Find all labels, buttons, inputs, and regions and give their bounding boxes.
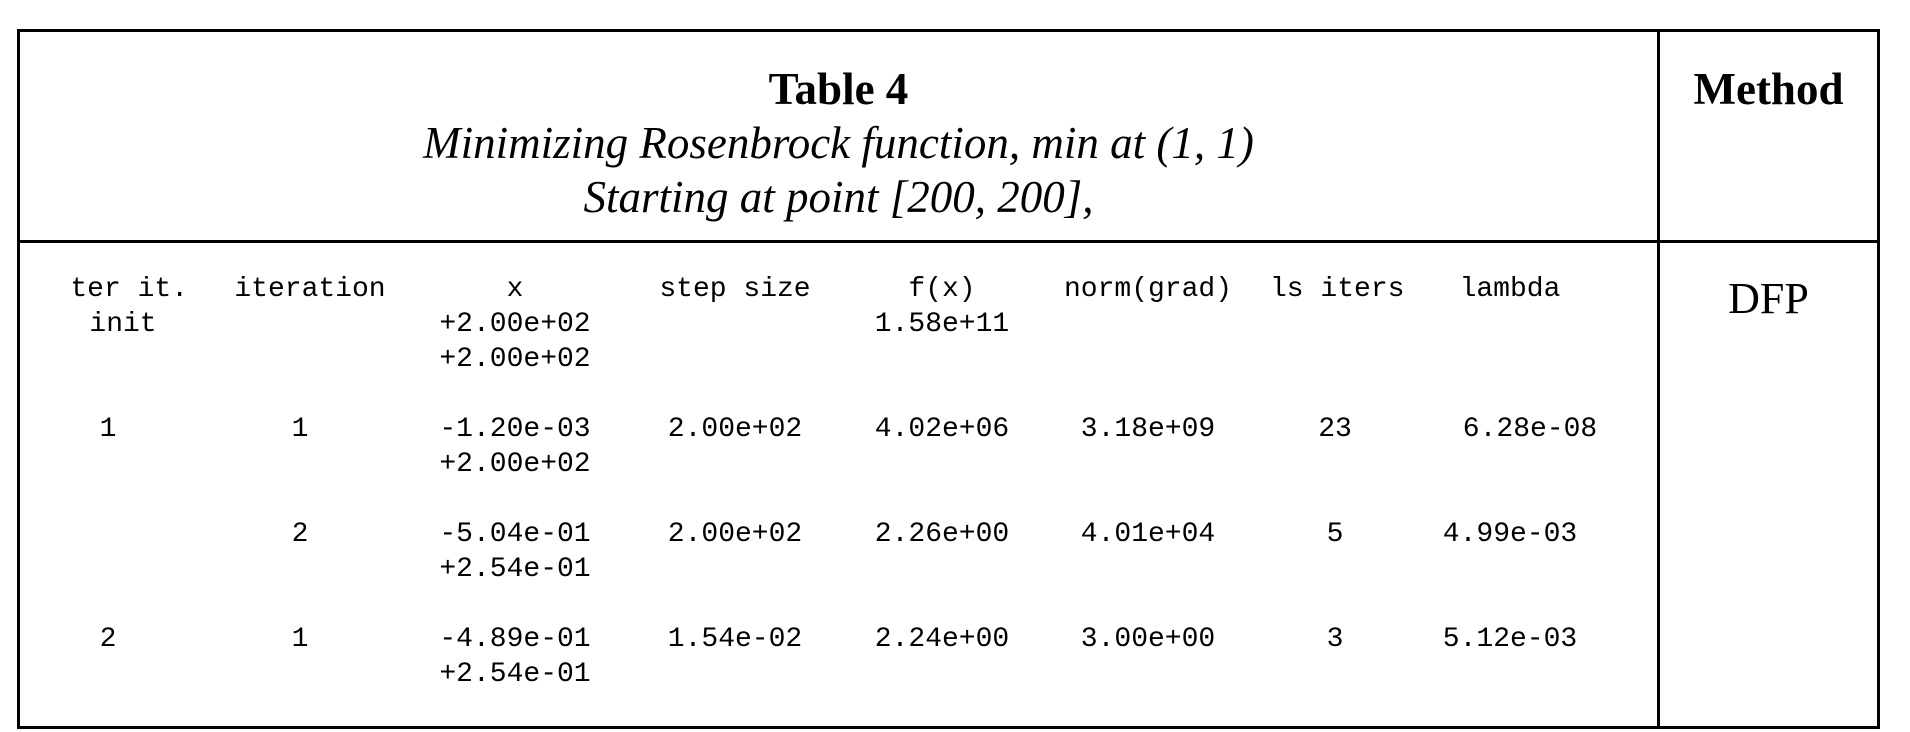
method-value: DFP	[1728, 274, 1809, 323]
table-cell: 2	[99, 624, 117, 655]
table-cell: 5	[1326, 519, 1344, 550]
table-cell: +2.54e-01	[439, 659, 591, 690]
table-cell: 2.26e+00	[874, 519, 1010, 550]
table-cell: +2.00e+02	[439, 309, 591, 340]
table-cell: 2	[291, 519, 309, 550]
table-start-point: Starting at point [200, 200],	[583, 172, 1094, 222]
table-cell: 3.18e+09	[1080, 414, 1216, 445]
table-cell: -4.89e-01	[439, 624, 591, 655]
method-header: Method	[1693, 64, 1844, 114]
iteration-table: ter it. iteration x step size f(x) norm(…	[20, 32, 1657, 732]
table-cell: 2.00e+02	[667, 519, 803, 550]
table-title: Table 4	[768, 64, 909, 114]
table-cell: 4.99e-03	[1442, 519, 1578, 550]
table-cell: 1.58e+11	[874, 309, 1010, 340]
header-fx: f(x)	[908, 274, 976, 305]
table-cell: 2.24e+00	[874, 624, 1010, 655]
header-x: x	[506, 274, 524, 305]
table-cell: 1.54e-02	[667, 624, 803, 655]
table-cell: 5.12e-03	[1442, 624, 1578, 655]
table-cell: 1	[291, 624, 309, 655]
header-divider	[20, 240, 1877, 243]
table-caption: Table 4 Minimizing Rosenbrock function, …	[20, 62, 1657, 224]
header-ls-iters: ls iters	[1270, 274, 1405, 305]
table-cell: 3	[1326, 624, 1344, 655]
table-cell: 4.02e+06	[874, 414, 1010, 445]
table-cell: +2.00e+02	[439, 344, 591, 375]
table-cell: 2.00e+02	[667, 414, 803, 445]
table-cell: 1	[291, 414, 309, 445]
header-iteration: iteration	[234, 274, 386, 305]
table-cell: +2.00e+02	[439, 449, 591, 480]
table-cell: -5.04e-01	[439, 519, 591, 550]
table-cell: 4.01e+04	[1080, 519, 1216, 550]
table-cell: -1.20e-03	[439, 414, 591, 445]
table-cell: 23	[1318, 414, 1352, 445]
column-divider	[1657, 32, 1660, 726]
table-cell: init	[89, 309, 157, 340]
table-frame: Table 4 Minimizing Rosenbrock function, …	[17, 29, 1880, 729]
table-cell: 1	[99, 414, 117, 445]
table-cell: 3.00e+00	[1080, 624, 1216, 655]
header-norm-grad: norm(grad)	[1063, 274, 1233, 305]
table-cell: +2.54e-01	[439, 554, 591, 585]
header-lambda: lambda	[1459, 274, 1561, 305]
header-step-size: step size	[659, 274, 811, 305]
header-outer-iteration: ter it.	[70, 274, 188, 305]
table-subtitle: Minimizing Rosenbrock function, min at (…	[423, 118, 1254, 168]
table-cell: 6.28e-08	[1462, 414, 1598, 445]
